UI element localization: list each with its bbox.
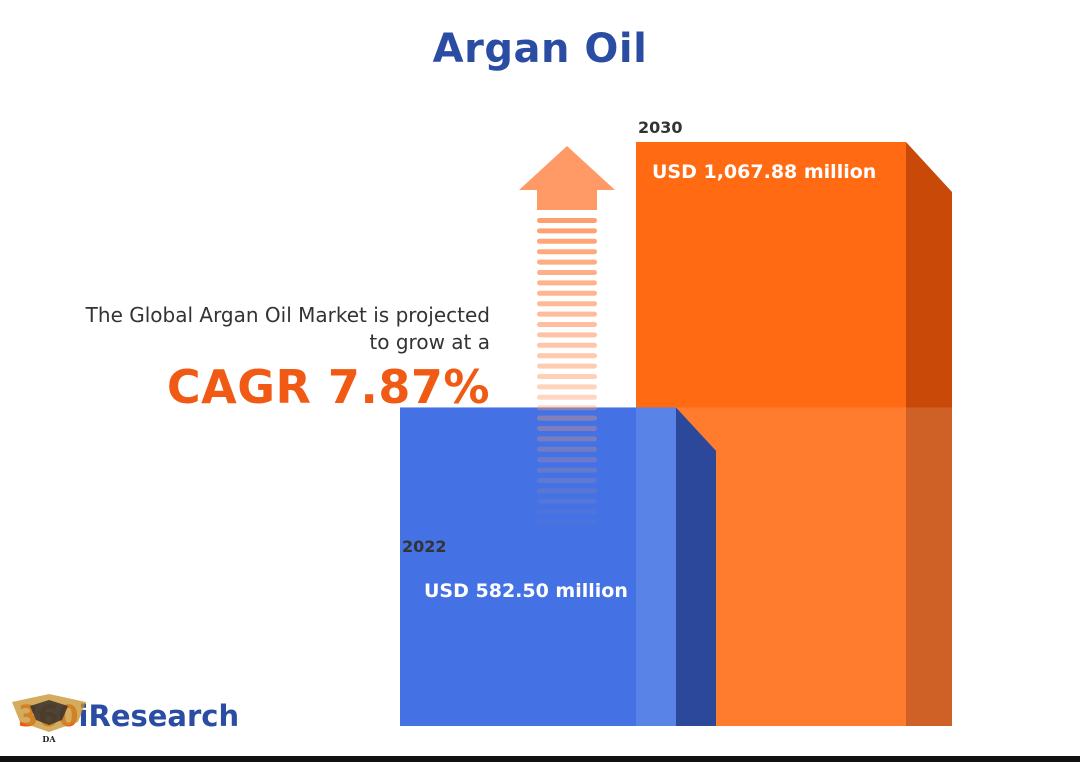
chart-title: Argan Oil (432, 26, 648, 72)
growth-arrow-stripe (537, 405, 597, 411)
growth-arrow-stripe (537, 228, 597, 234)
growth-arrow-stripe (537, 218, 597, 223)
growth-arrow-stripe (537, 363, 597, 369)
watermark-shield-icon: DA (12, 694, 86, 744)
cagr-value: CAGR 7.87% (166, 360, 490, 414)
projection-text: The Global Argan Oil Market is projected… (10, 302, 490, 356)
growth-arrow-stripe (537, 342, 597, 348)
growth-arrow-stripe (537, 436, 597, 442)
projection-line-1: The Global Argan Oil Market is projected (85, 303, 490, 327)
bar-side-2022 (676, 407, 716, 726)
growth-arrow-stripe (537, 457, 597, 463)
growth-arrow-stripe (537, 467, 597, 473)
growth-arrow-stripe (537, 353, 597, 359)
bar-2030-overlay (636, 407, 952, 726)
growth-arrow-stripe (537, 394, 597, 400)
bottom-rule (0, 756, 1080, 762)
growth-arrow-stripe (537, 498, 597, 504)
growth-arrow-stripe (537, 301, 597, 307)
growth-arrow-head (519, 146, 615, 210)
growth-arrow-stripe (537, 488, 597, 494)
growth-arrow-stripe (537, 238, 597, 244)
growth-arrow-stripe (537, 259, 597, 265)
value-label-2022: USD 582.50 million (424, 580, 628, 602)
logo-brand: iResearch (78, 699, 240, 733)
growth-arrow-stripe (537, 415, 597, 421)
growth-arrow-stripe (537, 322, 597, 327)
growth-arrow-stripe (537, 332, 597, 338)
growth-arrow-stripe (537, 478, 597, 483)
growth-arrow-stripe (537, 311, 597, 317)
growth-arrow-stripe (537, 446, 597, 452)
growth-arrow-stripe (537, 270, 597, 275)
growth-arrow-stripe (537, 520, 597, 525)
bar-2022 (400, 407, 676, 726)
growth-arrow-stripe (537, 374, 597, 379)
projection-line-2: to grow at a (369, 330, 490, 354)
year-label-2022: 2022 (402, 537, 447, 556)
value-label-2030: USD 1,067.88 million (652, 161, 877, 183)
growth-arrow-stripe (537, 384, 597, 390)
growth-arrow-stripe (537, 426, 597, 431)
growth-arrow-stripe (537, 249, 597, 255)
bar-side-2030 (906, 142, 952, 726)
growth-arrow-stripe (537, 509, 597, 515)
svg-text:DA: DA (42, 734, 56, 744)
year-label-2030: 2030 (638, 118, 683, 137)
growth-arrow-stripe (537, 280, 597, 286)
growth-arrow-stripe (537, 290, 597, 296)
